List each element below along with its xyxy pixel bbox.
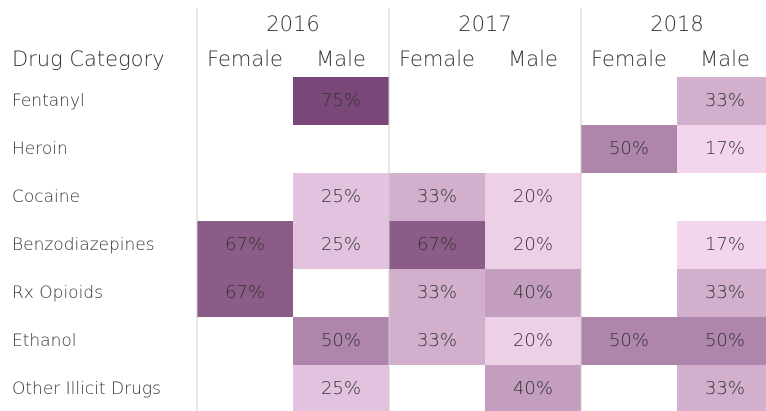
cell-label: 17% [705,138,745,159]
cell-label: 33% [417,186,457,207]
cell-label: 75% [321,90,361,111]
column-header: Male [700,47,750,71]
cell [485,365,581,411]
cell [677,125,766,173]
cell [485,221,581,269]
cell [293,365,389,411]
column-header: Male [316,47,366,71]
cell-label: 17% [705,234,745,255]
cell [197,221,293,269]
cell-label: 50% [705,330,745,351]
cell-label: 25% [321,378,361,399]
cell-label: 20% [513,330,553,351]
cell [485,317,581,365]
cell-label: 25% [321,186,361,207]
cell [293,77,389,125]
cell-label: 33% [705,90,745,111]
year-header: 2017 [458,12,511,36]
cell-label: 67% [225,282,265,303]
cell-label: 67% [225,234,265,255]
cell-label: 33% [417,282,457,303]
row-label: Benzodiazepines [12,235,155,255]
year-header: 2018 [650,12,703,36]
cell [389,317,485,365]
column-header: Female [207,47,283,71]
column-header: Female [399,47,475,71]
cell [389,221,485,269]
cell-label: 20% [513,234,553,255]
cell-label: 20% [513,186,553,207]
row-label: Heroin [12,139,68,159]
cell [197,269,293,317]
row-label: Fentanyl [12,91,85,111]
row-label: Other Illicit Drugs [12,379,161,399]
cell-label: 40% [513,282,553,303]
cell [389,173,485,221]
cell [293,221,389,269]
cell-label: 50% [609,330,649,351]
cell [389,269,485,317]
cell [293,173,389,221]
cell-label: 50% [609,138,649,159]
cell [293,317,389,365]
row-label: Ethanol [12,331,77,351]
cell-label: 50% [321,330,361,351]
cell-label: 33% [705,378,745,399]
row-header: Drug Category [12,47,165,71]
cell-label: 25% [321,234,361,255]
column-header: Female [591,47,667,71]
cell [677,221,766,269]
row-label: Cocaine [12,187,80,207]
cell [581,317,677,365]
cell [485,173,581,221]
cell-label: 67% [417,234,457,255]
cell [677,365,766,411]
cell [677,269,766,317]
row-label: Rx Opioids [12,283,103,303]
cell [677,77,766,125]
cell [581,125,677,173]
column-header: Male [508,47,558,71]
cell-label: 40% [513,378,553,399]
cell [677,317,766,365]
year-header: 2016 [266,12,319,36]
cell-label: 33% [417,330,457,351]
cell [485,269,581,317]
cell-label: 33% [705,282,745,303]
